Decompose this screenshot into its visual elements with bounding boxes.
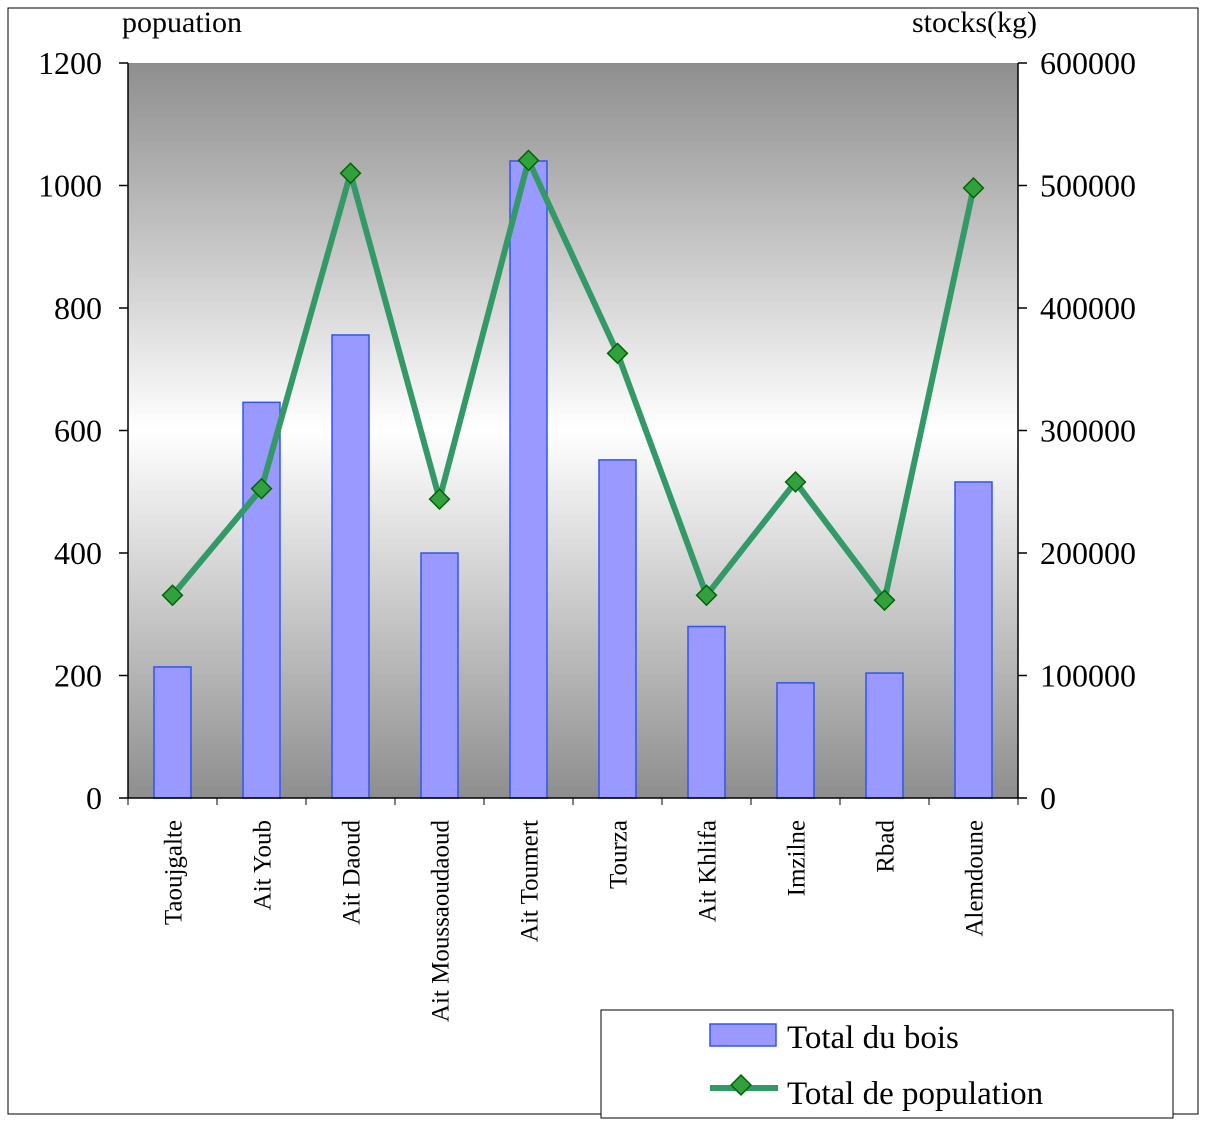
right-tick-label: 0 (1040, 780, 1056, 816)
line-series (161, 149, 985, 612)
right-tick-label: 100000 (1040, 658, 1136, 694)
bar (687, 625, 726, 799)
bar (865, 672, 904, 799)
right-axis-title: stocks(kg) (912, 6, 1037, 39)
category-label: Imzilne (784, 820, 811, 896)
left-tick-label: 800 (54, 290, 102, 326)
data-point-marker (428, 488, 451, 511)
legend-label-line: Total de population (787, 1076, 1043, 1112)
category-label: Ait Moussaoudaoud (428, 820, 455, 1023)
series-line (170, 157, 977, 604)
bar (420, 552, 459, 799)
right-tick-label: 500000 (1040, 168, 1136, 204)
data-point-marker (873, 589, 896, 612)
right-tick-label: 200000 (1040, 535, 1136, 571)
bar (954, 481, 993, 799)
bar (153, 666, 192, 799)
data-point-marker (962, 176, 985, 199)
left-tick-label: 400 (54, 535, 102, 571)
category-label: Ait Toumert (517, 820, 544, 942)
legend-box (600, 1009, 1174, 1119)
right-tick-label: 400000 (1040, 290, 1136, 326)
bar-series (153, 160, 993, 799)
left-tick-label: 200 (54, 658, 102, 694)
data-point-marker (517, 149, 540, 172)
bar (598, 459, 637, 799)
data-point-marker (161, 584, 184, 607)
tick-labels: 0 200 400 600 800 1000 1200 0 100000 200000 300000… (38, 45, 1136, 1022)
category-label: Ait Daoud (339, 820, 366, 925)
left-tick-label: 600 (54, 413, 102, 449)
right-tick-label: 300000 (1040, 413, 1136, 449)
data-point-marker (695, 584, 718, 607)
bar (331, 334, 370, 799)
axes (119, 62, 1027, 805)
category-label: Alemdoune (962, 820, 989, 937)
bar (776, 682, 815, 799)
legend-swatch-marker (730, 1074, 752, 1096)
category-label: Ait Youb (250, 820, 277, 910)
left-tick-label: 1000 (38, 168, 102, 204)
right-tick-label: 600000 (1040, 45, 1136, 81)
legend-swatch-bar (709, 1023, 777, 1047)
category-label: Rbad (873, 820, 900, 873)
left-tick-label: 0 (86, 780, 102, 816)
category-label: Ait Khlifa (695, 820, 722, 922)
data-point-marker (606, 342, 629, 365)
left-tick-label: 1200 (38, 45, 102, 81)
category-label: Taoujgalte (161, 820, 188, 925)
left-axis-title: popuation (122, 6, 242, 39)
legend-label-bar: Total du bois (787, 1020, 959, 1056)
category-label: Tourza (606, 820, 633, 889)
bar (242, 401, 281, 799)
bar (509, 160, 548, 799)
data-point-marker (339, 162, 362, 185)
legend: Total du bois Total de population (600, 1009, 1174, 1119)
data-point-marker (250, 477, 273, 500)
data-point-marker (784, 470, 807, 493)
